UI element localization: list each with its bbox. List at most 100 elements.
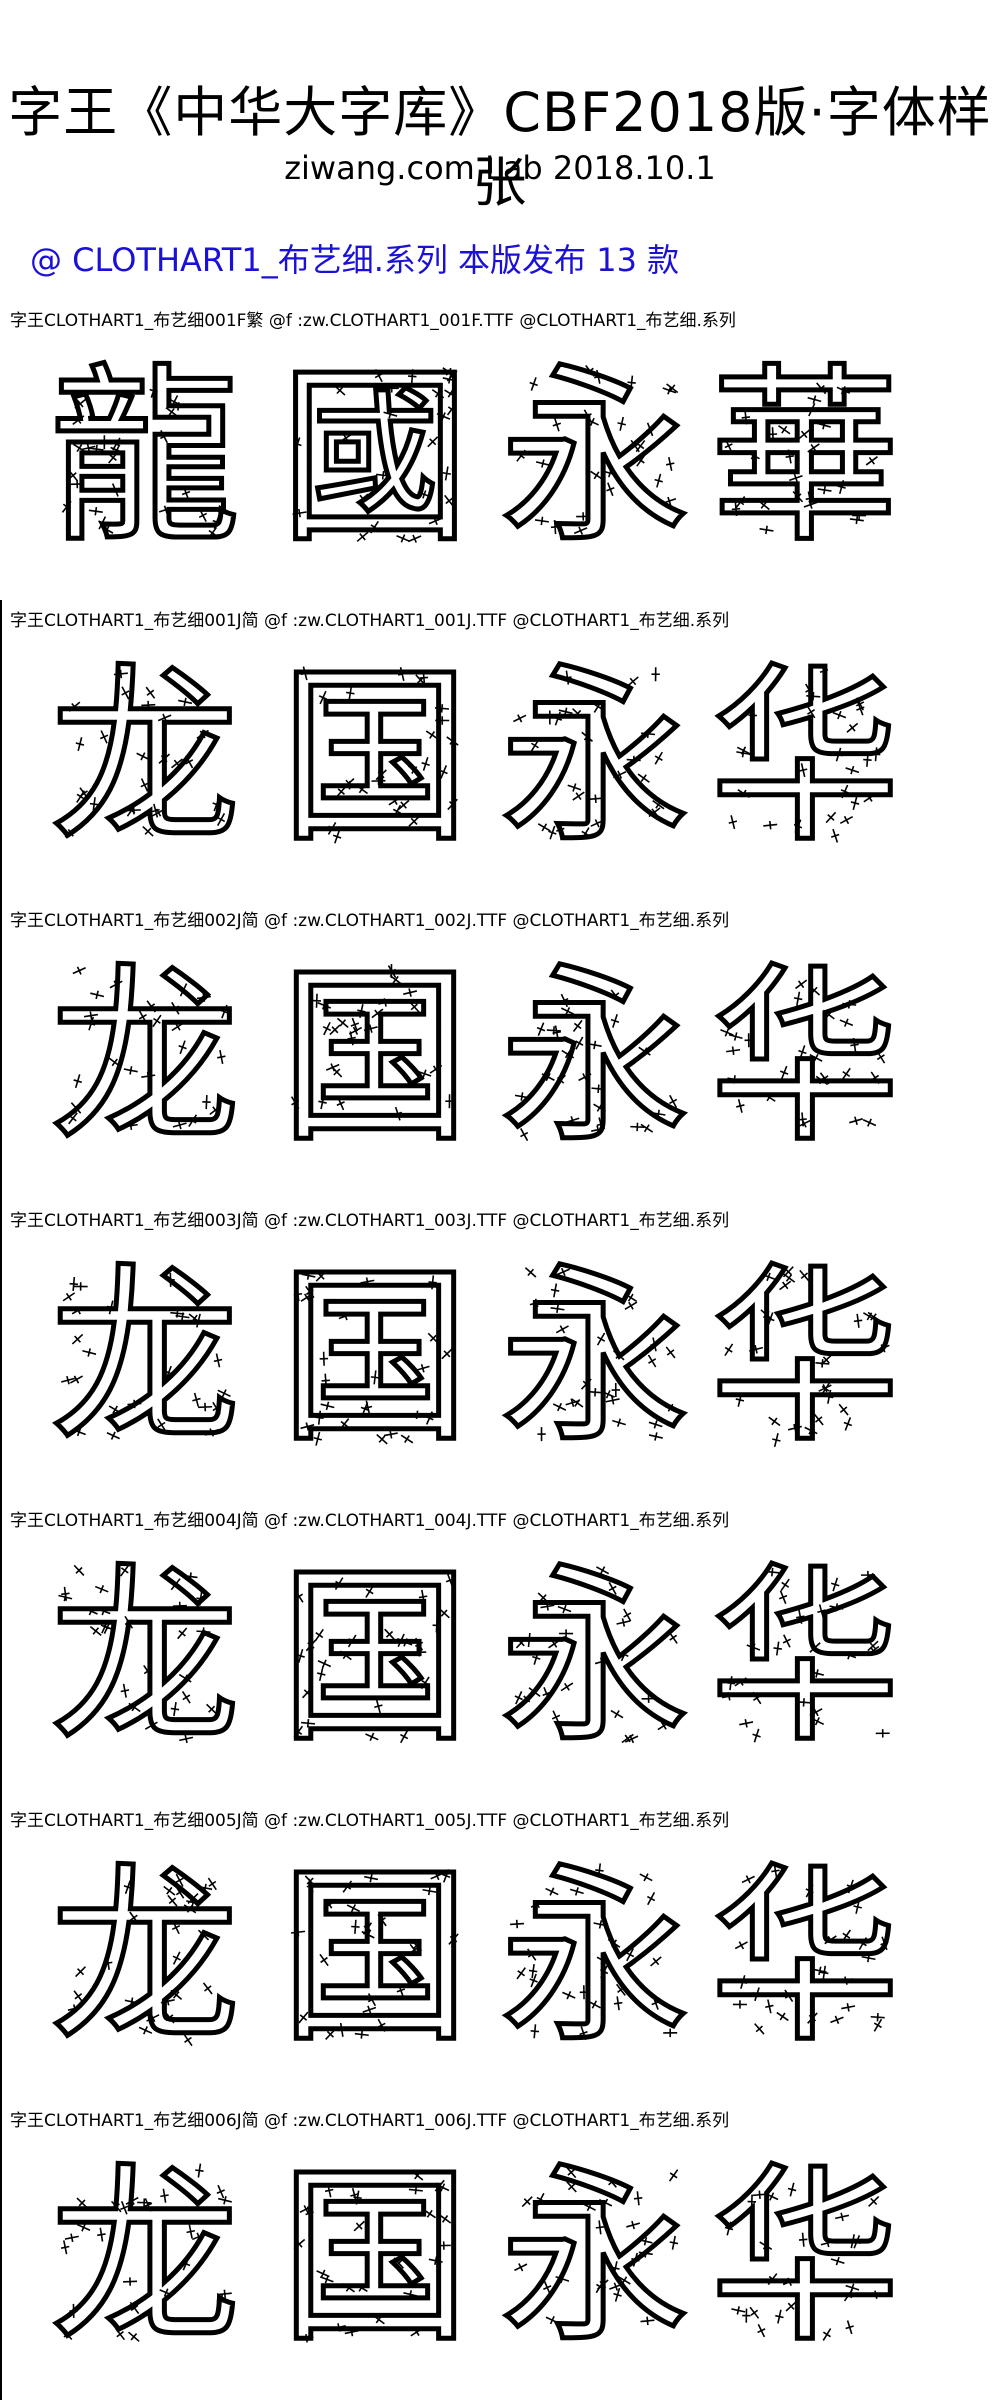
stitch-mark	[846, 722, 859, 733]
stitch-mark	[648, 1432, 663, 1441]
stitch-mark	[606, 482, 615, 497]
stitch-mark	[590, 819, 604, 828]
stitch-mark	[550, 519, 560, 535]
stitch-mark	[103, 1955, 113, 1971]
stitch-mark	[784, 1989, 794, 2003]
stitch-mark	[645, 422, 655, 437]
stitch-mark	[146, 2013, 160, 2023]
stitch-mark	[206, 1703, 218, 1715]
stitch-mark	[612, 770, 627, 779]
stitch-mark	[209, 1105, 222, 1115]
sample-caption: 字王CLOTHART1_布艺细001J简 @f :zw.CLOTHART1_00…	[10, 611, 730, 631]
stitch-mark	[121, 686, 130, 700]
stitch-mark	[779, 1065, 789, 1080]
stitch-mark	[152, 1014, 162, 1028]
stitch-mark	[731, 501, 741, 517]
stitch-mark	[752, 1987, 762, 2002]
stitch-mark	[565, 2166, 577, 2179]
stitch-mark	[365, 1732, 379, 1741]
stitch-mark	[528, 1687, 541, 1697]
stitch-mark	[530, 1899, 544, 1909]
glyph-character: 龙	[47, 947, 242, 1168]
stitch-mark	[167, 1894, 178, 1907]
stitch-mark	[738, 1975, 748, 1989]
stitch-mark	[160, 1996, 175, 2006]
stitch-mark	[69, 1375, 83, 1384]
stitch-mark	[585, 417, 599, 427]
stitch-mark	[736, 1098, 745, 1113]
stitch-mark	[393, 2257, 405, 2269]
stitch-mark	[342, 778, 355, 789]
stitch-mark	[204, 1428, 219, 1437]
stitch-texture	[516, 364, 679, 535]
stitch-texture	[724, 2182, 883, 2341]
stitch-mark	[651, 1109, 666, 1119]
stitch-mark	[97, 2227, 106, 2242]
stitch-mark	[432, 1618, 442, 1633]
stitch-mark	[164, 2011, 175, 2024]
stitch-mark	[185, 755, 194, 769]
stitch-mark	[640, 1123, 654, 1133]
stitch-mark	[123, 1066, 138, 1075]
stitch-mark	[835, 2212, 850, 2222]
stitch-mark	[171, 402, 186, 411]
stitch-mark	[160, 2188, 169, 2203]
glyph-sample: 龙	[40, 645, 250, 865]
stitch-mark	[444, 389, 457, 398]
glyph-character: 永	[497, 947, 692, 1168]
stitch-mark	[599, 1964, 609, 1979]
stitch-mark	[633, 2191, 643, 2206]
glyph-sample: 国	[270, 945, 480, 1165]
stitch-mark	[799, 1269, 810, 1282]
stitch-mark	[820, 2238, 835, 2248]
glyph-character: 华	[707, 2147, 902, 2368]
stitch-mark	[763, 1092, 776, 1102]
glyph-character: 国	[277, 1247, 472, 1468]
stitch-mark	[585, 364, 596, 377]
glyph-character: 國	[277, 347, 472, 568]
stitch-mark	[408, 816, 420, 827]
glyph-sample: 龙	[40, 1845, 250, 2065]
stitch-mark	[89, 797, 99, 812]
stitch-mark	[727, 1075, 742, 1084]
stitch-mark	[361, 1930, 375, 1939]
stitch-mark	[582, 2202, 596, 2212]
font-sample-block: 字王CLOTHART1_布艺细002J简 @f :zw.CLOTHART1_00…	[0, 900, 1000, 1200]
stitch-mark	[746, 451, 760, 460]
stitch-mark	[537, 1592, 549, 1604]
stitch-mark	[334, 385, 346, 396]
stitch-mark	[364, 1873, 379, 1883]
stitch-mark	[560, 993, 569, 1008]
glyph-sample: 龙	[40, 1545, 250, 1765]
stitch-mark	[220, 1004, 229, 1019]
stitch-mark	[171, 1001, 180, 1015]
stitch-mark	[337, 2022, 347, 2037]
glyph-sample: 华	[700, 1245, 910, 1465]
stitch-mark	[292, 508, 307, 518]
stitch-mark	[100, 525, 114, 534]
stitch-mark	[411, 1939, 423, 1952]
stitch-mark	[513, 714, 527, 723]
stitch-mark	[175, 1886, 185, 1899]
stitch-mark	[757, 2323, 766, 2338]
stitch-mark	[553, 711, 563, 726]
stitch-mark	[806, 692, 821, 701]
stitch-mark	[336, 1096, 345, 1111]
stitch-mark	[647, 1354, 657, 1368]
stitch-mark	[70, 1102, 82, 1114]
stitch-mark	[640, 2316, 655, 2326]
stitch-mark	[880, 1936, 889, 1951]
stitch-texture	[514, 2166, 679, 2326]
stitch-mark	[356, 493, 369, 504]
stitch-mark	[541, 1072, 555, 1082]
stitch-mark	[389, 974, 402, 985]
stitch-mark	[393, 1106, 403, 1121]
stitch-mark	[665, 456, 675, 472]
stitch-mark	[216, 812, 226, 826]
stitch-mark	[172, 1601, 187, 1611]
stitch-mark	[830, 828, 840, 843]
stitch-mark	[144, 1721, 158, 1730]
stitch-mark	[830, 1577, 840, 1592]
stitch-mark	[447, 798, 458, 811]
stitch-mark	[807, 2012, 818, 2024]
